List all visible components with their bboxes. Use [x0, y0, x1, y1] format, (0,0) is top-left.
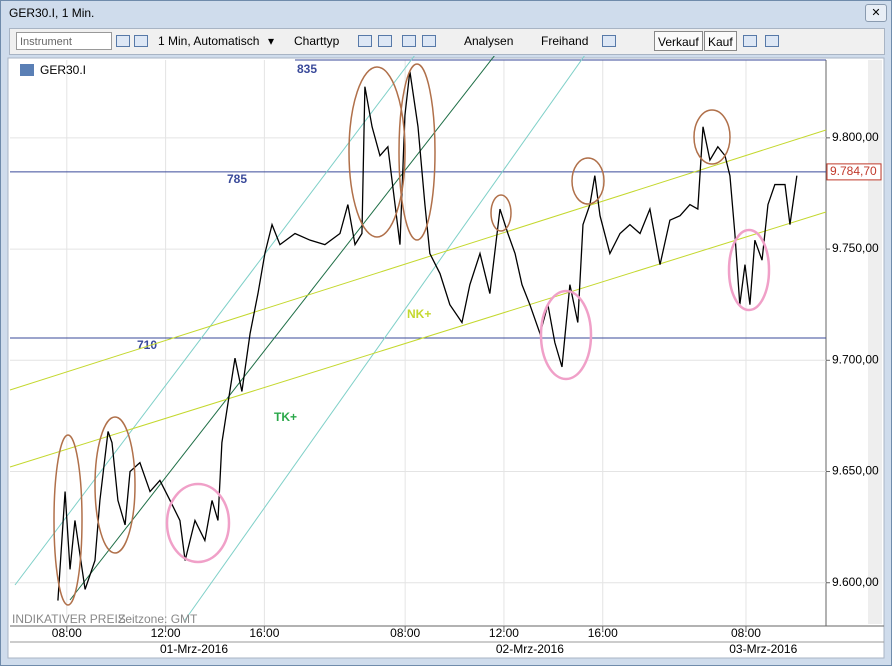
dropdown-arrow: ▾	[268, 34, 275, 48]
y-tick-label: 9.800,00	[832, 130, 879, 144]
buy-button[interactable]: Kauf	[704, 31, 737, 51]
toolbar: Instrument 1 Min, Automatisch ▾ Charttyp…	[9, 28, 885, 55]
annotation: TK+	[274, 410, 297, 424]
chart-type-menu[interactable]: Charttyp	[294, 34, 340, 48]
date-label: 01-Mrz-2016	[160, 642, 228, 656]
zoom-in[interactable]	[358, 35, 372, 47]
price-line	[57, 71, 798, 601]
ellipses	[53, 63, 771, 606]
x-tick-label: 08:00	[731, 626, 761, 640]
chart-background	[7, 57, 885, 659]
ellipse	[539, 289, 593, 381]
footer-label: INDIKATIVER PREIS	[12, 612, 126, 626]
icon[interactable]	[134, 35, 148, 47]
trend-line	[9, 211, 827, 468]
scrollbar[interactable]	[868, 60, 882, 624]
sell-button[interactable]: Verkauf	[654, 31, 703, 51]
x-tick-label: 16:00	[588, 626, 618, 640]
last-price-label: 9.784,70	[830, 164, 877, 178]
chart: 9.600,00 9.650,00 9.700,00 9.750,00 9.800,00…	[7, 56, 885, 659]
interval-select[interactable]: 1 Min, Automatisch	[158, 34, 260, 48]
x-tick-label: 08:00	[52, 626, 82, 640]
ellipse	[398, 63, 436, 241]
freehand-menu[interactable]: Freihand	[541, 34, 589, 48]
title-bar: GER30.I, 1 Min. ✕	[1, 1, 891, 25]
trend-line	[184, 56, 585, 621]
level-label: 835	[297, 62, 317, 76]
window-title: GER30.I, 1 Min.	[9, 6, 95, 20]
ellipse	[571, 157, 605, 205]
level-label: 710	[137, 338, 157, 352]
annotation: 785	[227, 172, 247, 186]
ellipse	[348, 66, 406, 238]
ellipse	[53, 434, 83, 606]
ellipse	[94, 416, 136, 554]
ellipse	[693, 109, 731, 165]
y-tick-label: 9.600,00	[832, 575, 879, 589]
eraser[interactable]	[602, 35, 616, 47]
instrument-input[interactable]: Instrument	[16, 32, 112, 50]
icon[interactable]	[743, 35, 757, 47]
date-label: 03-Mrz-2016	[729, 642, 797, 656]
x-tick-label: 08:00	[390, 626, 420, 640]
trend-line	[9, 129, 827, 391]
ellipse	[165, 482, 231, 564]
legend-icon	[20, 64, 34, 76]
fit[interactable]	[402, 35, 416, 47]
y-tick-label: 9.700,00	[832, 352, 879, 366]
last-price-box	[826, 163, 882, 181]
x-tick-label: 12:00	[489, 626, 519, 640]
trend-line	[69, 56, 495, 601]
close-button[interactable]: ✕	[865, 4, 887, 22]
trend-lines	[9, 56, 827, 621]
y-tick-label: 9.750,00	[832, 241, 879, 255]
ellipse	[490, 194, 512, 232]
icon[interactable]	[116, 35, 130, 47]
timezone-label: Zeitzone: GMT	[118, 612, 198, 626]
ellipse	[727, 228, 771, 312]
x-tick-label: 16:00	[249, 626, 279, 640]
y-tick-label: 9.650,00	[832, 464, 879, 478]
date-label: 02-Mrz-2016	[496, 642, 564, 656]
annotation: NK+	[407, 307, 431, 321]
print[interactable]	[765, 35, 779, 47]
analyses-menu[interactable]: Analysen	[464, 34, 514, 48]
legend-label: GER30.I	[40, 63, 86, 77]
zoom-out[interactable]	[378, 35, 392, 47]
refresh[interactable]	[422, 35, 436, 47]
x-tick-label: 12:00	[151, 626, 181, 640]
